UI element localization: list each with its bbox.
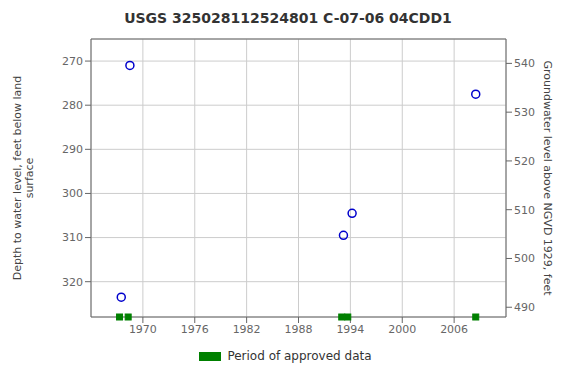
svg-text:290: 290 xyxy=(62,143,83,156)
svg-text:310: 310 xyxy=(62,231,83,244)
svg-text:1988: 1988 xyxy=(285,323,313,336)
svg-text:270: 270 xyxy=(62,55,83,68)
html-text:Period of approved data: Period of approved data xyxy=(227,349,372,363)
svg-text:Depth to water level, feet bel: Depth to water level, feet below landsur… xyxy=(10,76,36,281)
svg-text:540: 540 xyxy=(514,57,535,70)
svg-text:510: 510 xyxy=(514,204,535,217)
svg-text:490: 490 xyxy=(514,301,535,314)
svg-text:280: 280 xyxy=(62,99,83,112)
svg-text:1982: 1982 xyxy=(233,323,261,336)
svg-text:520: 520 xyxy=(514,155,535,168)
svg-text:320: 320 xyxy=(62,276,83,289)
svg-text:Groundwater level above NGVD 1: Groundwater level above NGVD 1929, feet xyxy=(542,60,555,296)
svg-text:1976: 1976 xyxy=(181,323,209,336)
svg-text:2006: 2006 xyxy=(440,323,468,336)
svg-text:500: 500 xyxy=(514,252,535,265)
svg-text:1970: 1970 xyxy=(129,323,157,336)
svg-text:2000: 2000 xyxy=(388,323,416,336)
svg-text:300: 300 xyxy=(62,187,83,200)
svg-text:1994: 1994 xyxy=(336,323,364,336)
svg-text:530: 530 xyxy=(514,106,535,119)
html-text:USGS 325028112524801 C-07-06 0: USGS 325028112524801 C-07-06 04CDD1 xyxy=(124,10,452,26)
